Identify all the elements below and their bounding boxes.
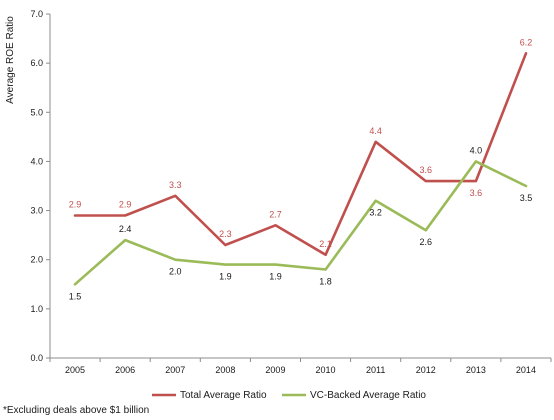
series-lines	[73, 51, 528, 286]
y-axis-ticks: 0.0 1.0 2.0 3.0 4.0 5.0 6.0 7.0	[30, 9, 50, 363]
footnote: *Excluding deals above $1 billion	[3, 405, 150, 416]
total-data-label: 2.3	[219, 229, 232, 239]
vc-data-label: 1.5	[69, 291, 82, 301]
x-tick-label: 2014	[516, 365, 536, 375]
vc-data-label: 2.6	[419, 237, 432, 247]
vc-backed-average-ratio-line	[73, 160, 528, 286]
y-tick-label: 2.0	[30, 255, 43, 265]
x-tick-label: 2010	[316, 365, 336, 375]
x-tick-label: 2006	[115, 365, 135, 375]
chart-legend: Total Average Ratio VC-Backed Average Rat…	[152, 390, 426, 401]
x-tick-label: 2007	[165, 365, 185, 375]
y-tick-label: 6.0	[30, 58, 43, 68]
vc-data-label: 4.0	[470, 145, 483, 155]
legend-label-vc: VC-Backed Average Ratio	[310, 390, 426, 401]
total-average-ratio-line	[73, 51, 528, 257]
total-data-label: 2.7	[269, 209, 282, 219]
total-data-label: 3.3	[169, 180, 182, 190]
y-tick-label: 0.0	[30, 353, 43, 363]
x-tick-label: 2012	[416, 365, 436, 375]
total-data-label: 2.1	[319, 239, 332, 249]
y-tick-label: 3.0	[30, 206, 43, 216]
total-data-label: 2.9	[69, 199, 82, 209]
y-tick-label: 4.0	[30, 156, 43, 166]
x-tick-label: 2009	[265, 365, 285, 375]
x-tick-label: 2011	[366, 365, 385, 375]
total-data-label: 6.2	[520, 37, 533, 47]
legend-label-total: Total Average Ratio	[180, 390, 267, 401]
y-axis-title: Average ROE Ratio	[5, 16, 16, 104]
x-tick-label: 2005	[65, 365, 85, 375]
y-tick-label: 7.0	[30, 9, 43, 19]
vc-data-label: 1.9	[269, 272, 282, 282]
vc-data-label: 2.0	[169, 267, 182, 277]
data-labels: 2.9 2.9 3.3 2.3 2.7 2.1 4.4 3.6 3.6 6.2 1.5 2.4 2.0 1…	[69, 37, 532, 301]
vc-data-label: 2.4	[119, 224, 132, 234]
total-data-label: 2.9	[119, 199, 132, 209]
total-data-label: 4.4	[369, 126, 382, 136]
chart-axes	[49, 14, 551, 359]
vc-data-label: 3.5	[520, 193, 533, 203]
vc-data-label: 1.8	[319, 277, 332, 287]
y-tick-label: 1.0	[30, 304, 43, 314]
x-tick-label: 2008	[215, 365, 235, 375]
total-data-label: 3.6	[470, 188, 483, 198]
y-tick-label: 5.0	[30, 107, 43, 117]
vc-data-label: 3.2	[369, 208, 382, 218]
x-axis-ticks: 2005 2006 2007 2008 2009 2010 2011 2012 2013 2014	[49, 358, 552, 375]
vc-data-label: 1.9	[219, 272, 232, 282]
x-tick-label: 2013	[466, 365, 486, 375]
total-data-label: 3.6	[419, 165, 432, 175]
